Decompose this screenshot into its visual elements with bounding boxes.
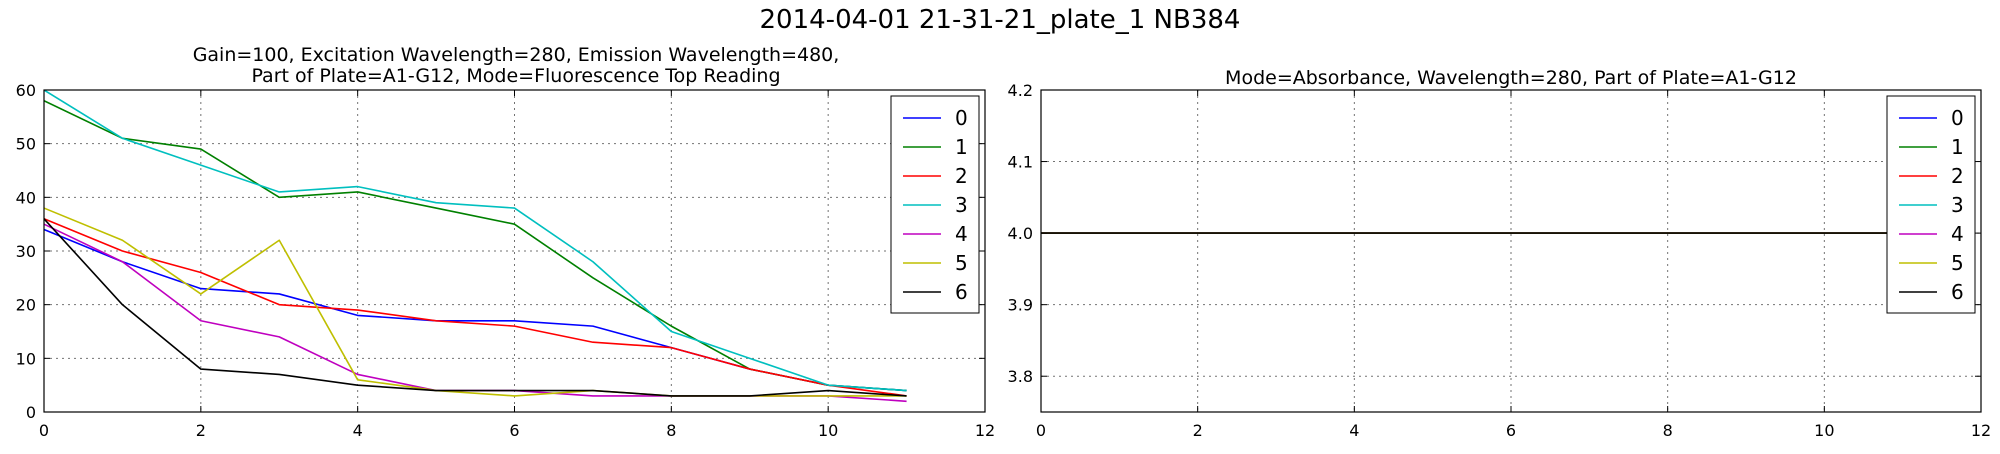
y-tick-label: 60 (16, 81, 36, 100)
x-tick-label: 4 (353, 421, 363, 440)
y-tick-label: 50 (16, 135, 36, 154)
x-tick-label: 12 (1971, 421, 1991, 440)
y-tick-label: 3.8 (1008, 367, 1033, 386)
x-tick-label: 10 (1814, 421, 1834, 440)
chart-panel-1: Mode=Absorbance, Wavelength=280, Part of… (1008, 67, 1992, 440)
x-tick-label: 8 (666, 421, 676, 440)
series-line-6 (44, 218, 907, 397)
legend-label-3: 3 (1951, 193, 1964, 217)
x-tick-label: 6 (1506, 421, 1516, 440)
figure-suptitle: 2014-04-01 21-31-21_plate_1 NB384 (760, 5, 1241, 35)
legend-label-3: 3 (955, 193, 968, 217)
y-tick-label: 10 (16, 349, 36, 368)
legend-label-2: 2 (1951, 164, 1964, 188)
x-tick-label: 2 (196, 421, 206, 440)
x-tick-label: 12 (975, 421, 995, 440)
chart-title-line: Gain=100, Excitation Wavelength=280, Emi… (193, 44, 840, 66)
x-tick-label: 8 (1663, 421, 1673, 440)
x-tick-label: 0 (1036, 421, 1046, 440)
y-tick-label: 0 (26, 403, 36, 422)
legend-label-2: 2 (955, 164, 968, 188)
legend-label-6: 6 (955, 280, 968, 304)
y-tick-label: 30 (16, 242, 36, 261)
legend-label-4: 4 (955, 222, 968, 246)
x-tick-label: 0 (39, 421, 49, 440)
legend-label-1: 1 (1951, 135, 1964, 159)
legend: 0 1 2 3 4 5 6 (890, 95, 980, 314)
series-line-3 (44, 90, 907, 392)
chart-title-line: Part of Plate=A1-G12, Mode=Fluorescence … (251, 65, 780, 87)
legend-label-4: 4 (1951, 222, 1964, 246)
legend-label-0: 0 (1951, 106, 1964, 130)
y-tick-label: 4.0 (1008, 224, 1033, 243)
y-tick-label: 4.2 (1008, 81, 1033, 100)
x-tick-label: 2 (1193, 421, 1203, 440)
legend-label-6: 6 (1951, 280, 1964, 304)
series-group (44, 90, 907, 403)
legend-label-0: 0 (955, 106, 968, 130)
y-tick-label: 20 (16, 296, 36, 315)
legend-label-1: 1 (955, 135, 968, 159)
legend-label-5: 5 (955, 251, 968, 275)
x-tick-label: 10 (818, 421, 838, 440)
legend-label-5: 5 (1951, 251, 1964, 275)
series-line-0 (44, 228, 907, 392)
chart-title-line: Mode=Absorbance, Wavelength=280, Part of… (1225, 67, 1797, 89)
x-tick-label: 4 (1349, 421, 1359, 440)
x-tick-label: 6 (509, 421, 519, 440)
legend: 0 1 2 3 4 5 6 (1886, 95, 1976, 314)
y-tick-label: 40 (16, 188, 36, 207)
chart-panel-0: Gain=100, Excitation Wavelength=280, Emi… (16, 44, 996, 440)
series-line-2 (44, 218, 907, 397)
series-line-5 (44, 207, 907, 397)
y-tick-label: 3.9 (1008, 296, 1033, 315)
y-tick-label: 4.1 (1008, 153, 1033, 172)
